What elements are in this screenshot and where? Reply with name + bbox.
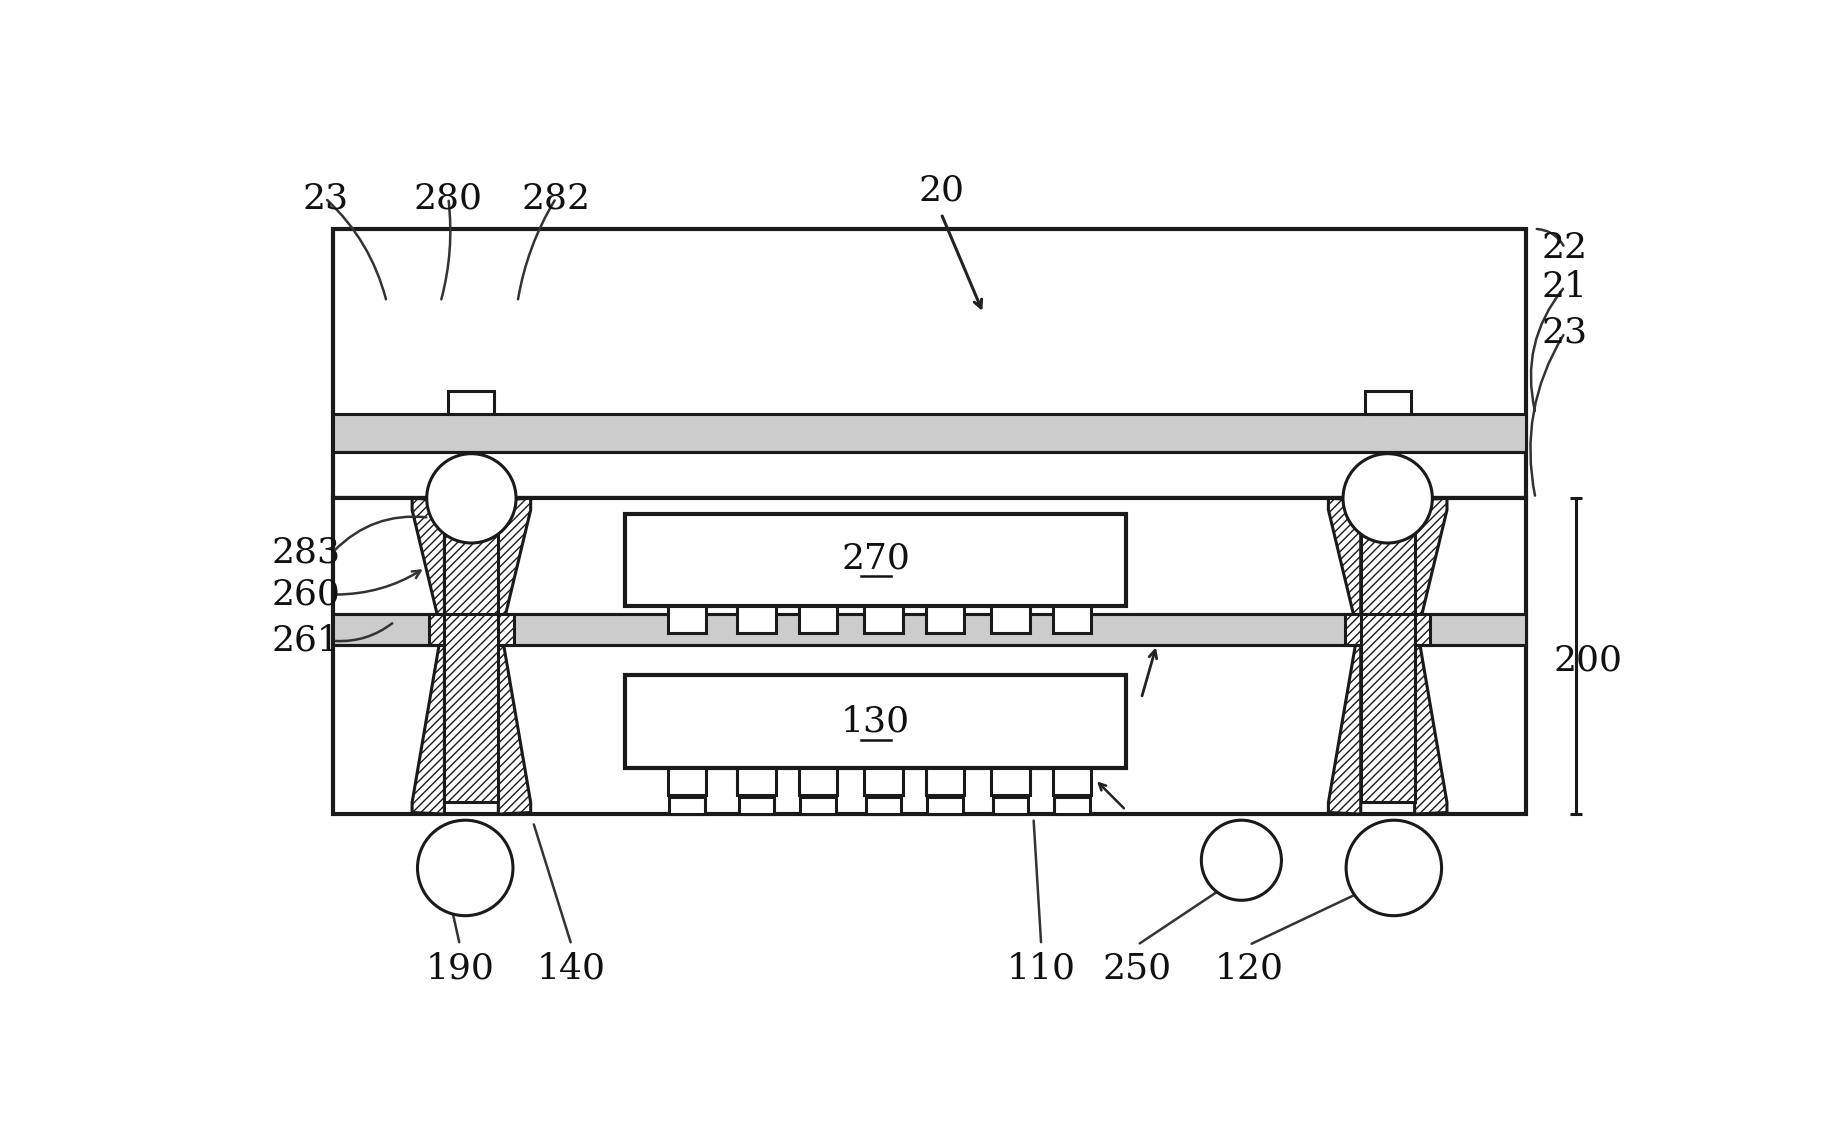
Bar	[626, 514, 1126, 606]
Bar	[1365, 390, 1411, 414]
Bar	[445, 614, 498, 803]
Bar	[1053, 606, 1091, 633]
Text: 130: 130	[841, 705, 911, 739]
Text: 23: 23	[1542, 316, 1588, 350]
Bar	[1345, 614, 1431, 645]
Polygon shape	[1329, 498, 1361, 645]
Text: 21: 21	[1542, 269, 1588, 304]
Text: 260: 260	[272, 578, 339, 612]
Bar	[449, 390, 495, 414]
Polygon shape	[498, 498, 531, 645]
Bar	[739, 797, 774, 814]
Bar	[626, 675, 1126, 767]
Bar	[1361, 509, 1414, 645]
Bar	[991, 767, 1029, 795]
Bar	[332, 614, 1526, 645]
Circle shape	[427, 454, 516, 543]
Bar	[927, 797, 962, 814]
Circle shape	[1201, 820, 1281, 901]
Bar	[925, 767, 964, 795]
Text: 261: 261	[272, 624, 339, 658]
Bar	[332, 414, 1526, 453]
Text: 282: 282	[522, 181, 591, 215]
Bar	[332, 498, 1526, 814]
Text: 23: 23	[301, 181, 349, 215]
Text: 190: 190	[425, 951, 495, 985]
Bar	[1361, 614, 1414, 803]
Bar	[865, 797, 902, 814]
Bar	[799, 767, 838, 795]
Polygon shape	[412, 498, 445, 645]
Text: 120: 120	[1215, 951, 1283, 985]
Polygon shape	[1414, 614, 1447, 814]
Bar	[668, 767, 706, 795]
Bar	[799, 797, 836, 814]
Bar	[737, 606, 776, 633]
Text: 250: 250	[1102, 951, 1172, 985]
Circle shape	[418, 820, 513, 915]
Text: 283: 283	[272, 536, 341, 570]
Bar	[332, 229, 1526, 498]
Polygon shape	[498, 614, 531, 814]
Bar	[925, 606, 964, 633]
Bar	[863, 606, 903, 633]
Bar	[670, 797, 704, 814]
Text: 280: 280	[414, 181, 484, 215]
Bar	[445, 509, 498, 645]
Bar	[429, 614, 515, 645]
Text: 20: 20	[918, 173, 964, 207]
Text: 110: 110	[1007, 951, 1075, 985]
Bar	[1053, 767, 1091, 795]
Bar	[993, 797, 1027, 814]
Polygon shape	[412, 614, 445, 814]
Bar	[991, 606, 1029, 633]
Circle shape	[1343, 454, 1433, 543]
Text: 22: 22	[1542, 231, 1588, 265]
Polygon shape	[1329, 614, 1361, 814]
Bar	[668, 606, 706, 633]
Bar	[737, 767, 776, 795]
Text: 200: 200	[1553, 644, 1622, 677]
Bar	[1055, 797, 1090, 814]
Circle shape	[1347, 820, 1442, 915]
Bar	[799, 606, 838, 633]
Bar	[863, 767, 903, 795]
Text: 140: 140	[537, 951, 606, 985]
Text: 270: 270	[841, 541, 911, 575]
Polygon shape	[1414, 498, 1447, 645]
